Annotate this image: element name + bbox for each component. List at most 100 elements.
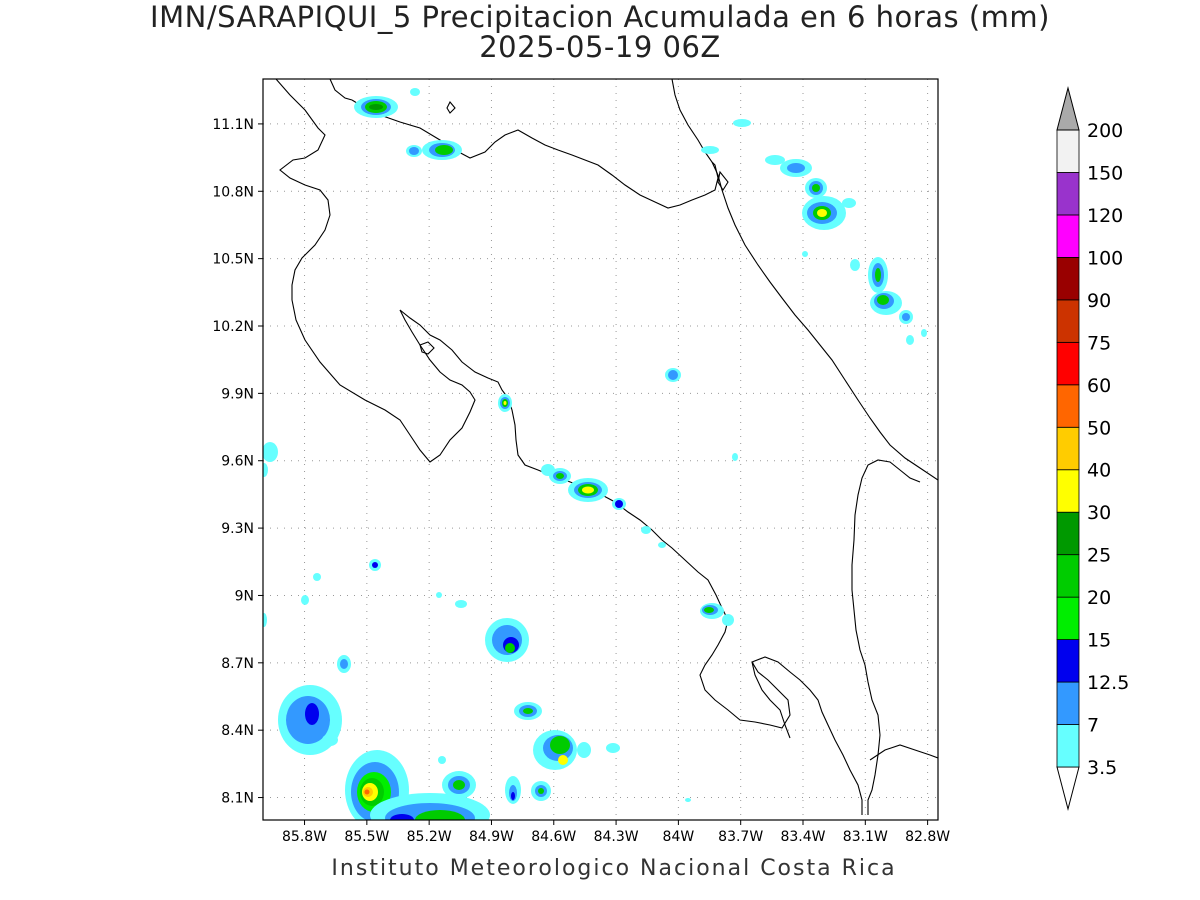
colorbar-swatch [1056,426,1080,471]
footer-credit: Instituto Meteorologico Nacional Costa R… [331,856,897,881]
lon-tick-label: 84W [663,829,695,845]
precip-cell [410,88,420,96]
colorbar-level-label: 90 [1087,290,1111,312]
colorbar-swatch [1056,639,1080,683]
precip-cell [701,146,719,154]
colorbar-swatch [1056,341,1080,386]
colorbar-arrow-high [1056,86,1080,131]
colorbar-swatch [1056,554,1080,598]
precip-cell [301,595,309,605]
lon-tick-label: 85.5W [344,829,389,845]
precip-cell [812,184,820,192]
precip-cell [765,155,785,165]
precip-cell [453,780,465,790]
colorbar-legend: 3.5 7 12.5 15 20 25 30 40 50 60 75 90 100 120 150 200 [1056,86,1129,811]
lon-tick-label: 84.3W [594,829,639,845]
precip-cell [503,401,507,405]
precip-cell [455,600,467,608]
precip-cell [606,743,620,753]
precip-cell [322,734,338,746]
precip-cell [732,453,738,461]
precip-cell [802,251,808,257]
precip-cell [577,742,591,758]
precip-cells [263,88,927,820]
precip-cell [305,703,319,725]
longitude-axis: 85.8W 85.5W 85.2W 84.9W 84.6W 84.3W 84W 83.7W 83… [282,820,950,845]
coast-nicoya-peninsula [399,309,863,815]
colorbar-level-label: 50 [1087,417,1111,439]
colorbar-level-label: 12.5 [1087,672,1129,694]
lat-tick-label: 9.6N [221,454,254,470]
colorbar-swatch [1056,596,1080,641]
lat-tick-label: 9.3N [221,521,254,537]
precip-cell [364,789,370,795]
precip-cell [523,708,533,714]
colorbar-level-label: 40 [1087,460,1111,482]
colorbar-level-label: 150 [1087,162,1123,184]
colorbar-swatch [1056,511,1080,556]
precip-cell [390,814,414,820]
title-block: IMN/SARAPIQUI_5 Precipitacion Acumulada … [0,2,1200,62]
precip-cell [436,592,442,598]
colorbar-level-label: 60 [1087,375,1111,397]
precip-cell [263,463,268,477]
coast-north-nicaragua [275,79,476,463]
precip-cell [550,736,570,754]
lon-tick-label: 85.2W [407,829,452,845]
precip-cell [668,370,678,380]
colorbar-level-label: 100 [1087,247,1123,269]
precip-cell [538,788,544,794]
precip-cell [704,607,714,613]
colorbar-swatch [1056,129,1080,173]
precip-cell [641,526,651,534]
precip-cell [850,259,860,271]
nicaragua-border [351,99,719,209]
lon-tick-label: 83.4W [780,829,825,845]
precip-cell [722,614,734,626]
lon-tick-label: 84.9W [469,829,514,845]
precip-cell [658,542,666,548]
precip-cell [409,147,419,155]
map-title: IMN/SARAPIQUI_5 Precipitacion Acumulada … [150,0,1050,34]
map-subtitle: 2025-05-19 06Z [479,30,721,64]
lat-tick-label: 10.8N [212,184,254,200]
colorbar-level-label: 25 [1087,545,1111,567]
precip-cell [313,573,321,581]
lon-tick-label: 84.6W [531,829,576,845]
colorbar-level-label: 30 [1087,502,1111,524]
precip-cell [902,313,910,321]
precip-cell [842,198,856,208]
precip-cell [906,335,914,345]
precip-cell [505,643,515,653]
colorbar-swatch [1056,172,1080,216]
precip-cell [340,659,348,669]
lon-tick-label: 83.7W [718,829,763,845]
lon-tick-label: 85.8W [282,829,327,845]
lat-tick-label: 9.9N [221,386,254,402]
precip-cell [369,104,383,110]
precip-cell [435,145,453,155]
precip-cell [615,500,623,508]
precip-cell [685,798,691,802]
colorbar-arrow-low [1056,766,1080,811]
precip-cell [582,486,594,494]
coastline [275,79,938,815]
lat-tick-label: 8.7N [221,656,254,672]
island-gulf [419,341,435,355]
colorbar-swatch [1056,724,1080,768]
precip-cell [787,163,805,173]
lat-tick-label: 10.2N [212,319,254,335]
precip-cell [511,792,515,800]
colorbar-swatch [1056,256,1080,301]
colorbar-swatch [1056,299,1080,343]
border-panama [851,459,921,815]
colorbar-swatch [1056,384,1080,428]
precip-cell [733,119,751,127]
colorbar-level-label: 20 [1087,587,1111,609]
precip-cell [438,756,446,764]
precip-cell [875,268,881,282]
lake-shore [329,79,353,101]
colorbar-level-label: 15 [1087,630,1111,652]
map-plot-area [263,79,938,820]
precip-cell [556,473,564,479]
